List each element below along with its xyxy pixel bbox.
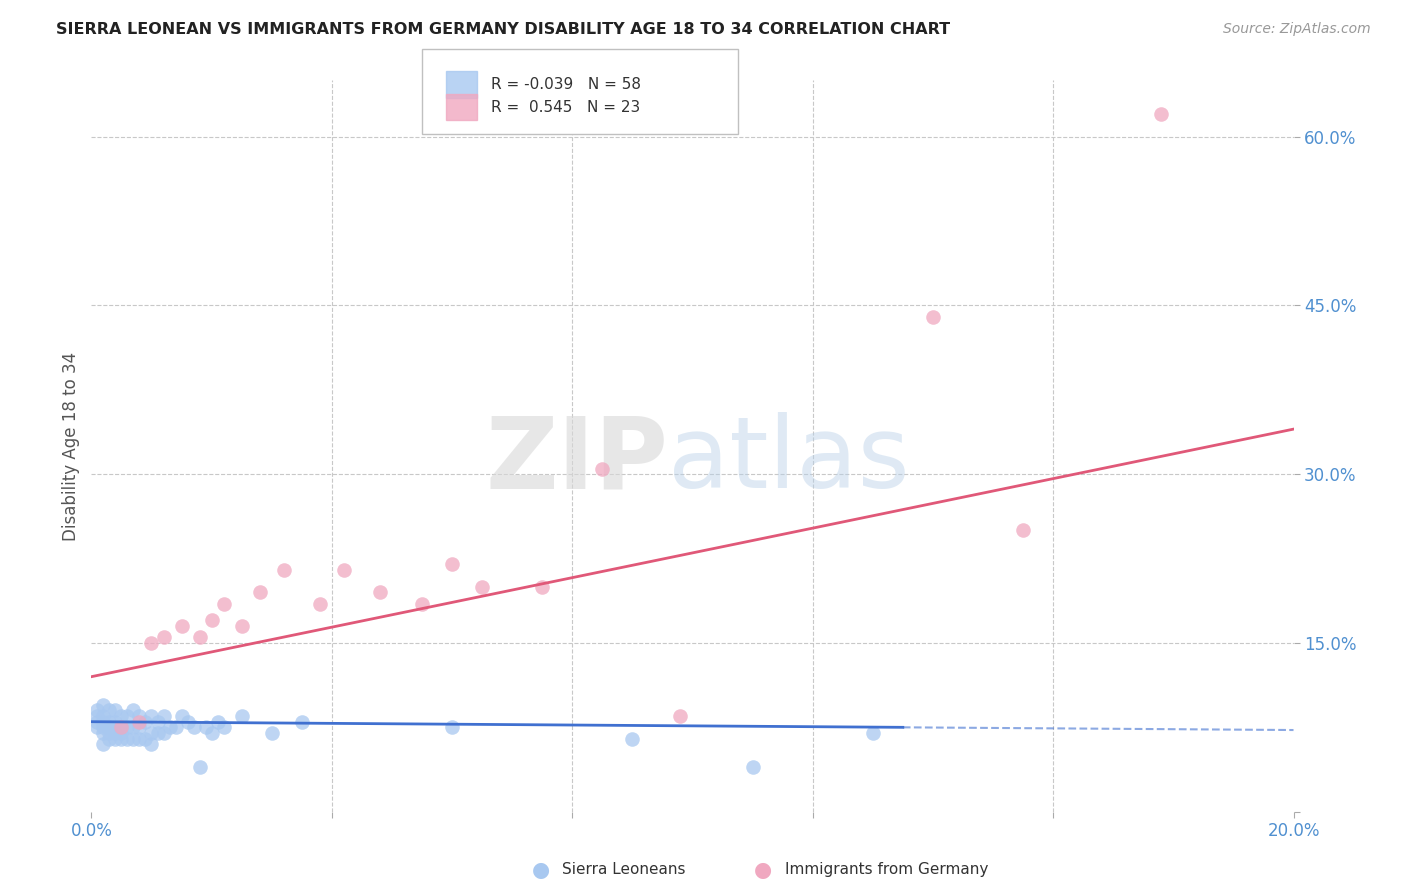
Point bbox=[152, 726, 174, 740]
Point bbox=[98, 731, 121, 746]
Point bbox=[1150, 107, 1173, 121]
Text: Immigrants from Germany: Immigrants from Germany bbox=[785, 863, 988, 877]
Point bbox=[117, 731, 139, 746]
Point bbox=[104, 726, 127, 740]
Point bbox=[165, 720, 187, 734]
Point bbox=[117, 709, 139, 723]
Text: SIERRA LEONEAN VS IMMIGRANTS FROM GERMANY DISABILITY AGE 18 TO 34 CORRELATION CH: SIERRA LEONEAN VS IMMIGRANTS FROM GERMAN… bbox=[56, 22, 950, 37]
Point bbox=[110, 731, 132, 746]
Point bbox=[159, 720, 181, 734]
Point bbox=[141, 726, 163, 740]
Text: ●: ● bbox=[755, 860, 772, 880]
Text: R = -0.039   N = 58: R = -0.039 N = 58 bbox=[491, 78, 641, 92]
Point bbox=[122, 720, 145, 734]
Point bbox=[86, 703, 108, 717]
Point bbox=[207, 714, 229, 729]
Point bbox=[110, 709, 132, 723]
Point bbox=[440, 557, 463, 571]
Point bbox=[922, 310, 945, 324]
Point bbox=[333, 563, 356, 577]
Point bbox=[291, 714, 314, 729]
Point bbox=[104, 731, 127, 746]
Point bbox=[98, 703, 121, 717]
Text: R =  0.545   N = 23: R = 0.545 N = 23 bbox=[491, 100, 640, 114]
Point bbox=[93, 737, 115, 751]
Point bbox=[128, 714, 150, 729]
Point bbox=[201, 726, 224, 740]
Point bbox=[141, 636, 163, 650]
Y-axis label: Disability Age 18 to 34: Disability Age 18 to 34 bbox=[62, 351, 80, 541]
Point bbox=[591, 461, 613, 475]
Point bbox=[104, 714, 127, 729]
Point bbox=[531, 580, 554, 594]
Point bbox=[146, 714, 169, 729]
Point bbox=[411, 597, 433, 611]
Text: Sierra Leoneans: Sierra Leoneans bbox=[562, 863, 686, 877]
Point bbox=[176, 714, 198, 729]
Point bbox=[1012, 524, 1035, 538]
Point bbox=[212, 720, 235, 734]
Point bbox=[231, 709, 253, 723]
Point bbox=[86, 709, 108, 723]
Point bbox=[152, 630, 174, 644]
Point bbox=[98, 720, 121, 734]
Point bbox=[128, 709, 150, 723]
Point bbox=[249, 585, 271, 599]
Point bbox=[141, 709, 163, 723]
Point bbox=[440, 720, 463, 734]
Point bbox=[93, 709, 115, 723]
Point bbox=[368, 585, 391, 599]
Point bbox=[188, 760, 211, 774]
Point bbox=[110, 720, 132, 734]
Point bbox=[862, 726, 884, 740]
Point bbox=[117, 720, 139, 734]
Point bbox=[183, 720, 205, 734]
Point bbox=[308, 597, 330, 611]
Text: ●: ● bbox=[533, 860, 550, 880]
Point bbox=[621, 731, 644, 746]
Point bbox=[201, 614, 224, 628]
Point bbox=[669, 709, 692, 723]
Point bbox=[128, 720, 150, 734]
Point bbox=[152, 709, 174, 723]
Text: atlas: atlas bbox=[668, 412, 910, 509]
Point bbox=[273, 563, 295, 577]
Text: Source: ZipAtlas.com: Source: ZipAtlas.com bbox=[1223, 22, 1371, 37]
Point bbox=[122, 731, 145, 746]
Point bbox=[260, 726, 283, 740]
Point bbox=[122, 703, 145, 717]
Point bbox=[93, 714, 115, 729]
Point bbox=[98, 714, 121, 729]
Point bbox=[170, 709, 193, 723]
Point bbox=[93, 720, 115, 734]
Point bbox=[93, 726, 115, 740]
Point bbox=[212, 597, 235, 611]
Point bbox=[141, 737, 163, 751]
Point bbox=[194, 720, 217, 734]
Point bbox=[188, 630, 211, 644]
Text: ZIP: ZIP bbox=[485, 412, 668, 509]
Point bbox=[471, 580, 494, 594]
Point bbox=[98, 726, 121, 740]
Point bbox=[110, 726, 132, 740]
Point bbox=[86, 720, 108, 734]
Point bbox=[134, 731, 156, 746]
Point bbox=[128, 731, 150, 746]
Point bbox=[86, 714, 108, 729]
Point bbox=[231, 619, 253, 633]
Point bbox=[110, 720, 132, 734]
Point bbox=[146, 726, 169, 740]
Point bbox=[134, 714, 156, 729]
Point bbox=[104, 703, 127, 717]
Point bbox=[170, 619, 193, 633]
Point bbox=[741, 760, 763, 774]
Point bbox=[93, 698, 115, 712]
